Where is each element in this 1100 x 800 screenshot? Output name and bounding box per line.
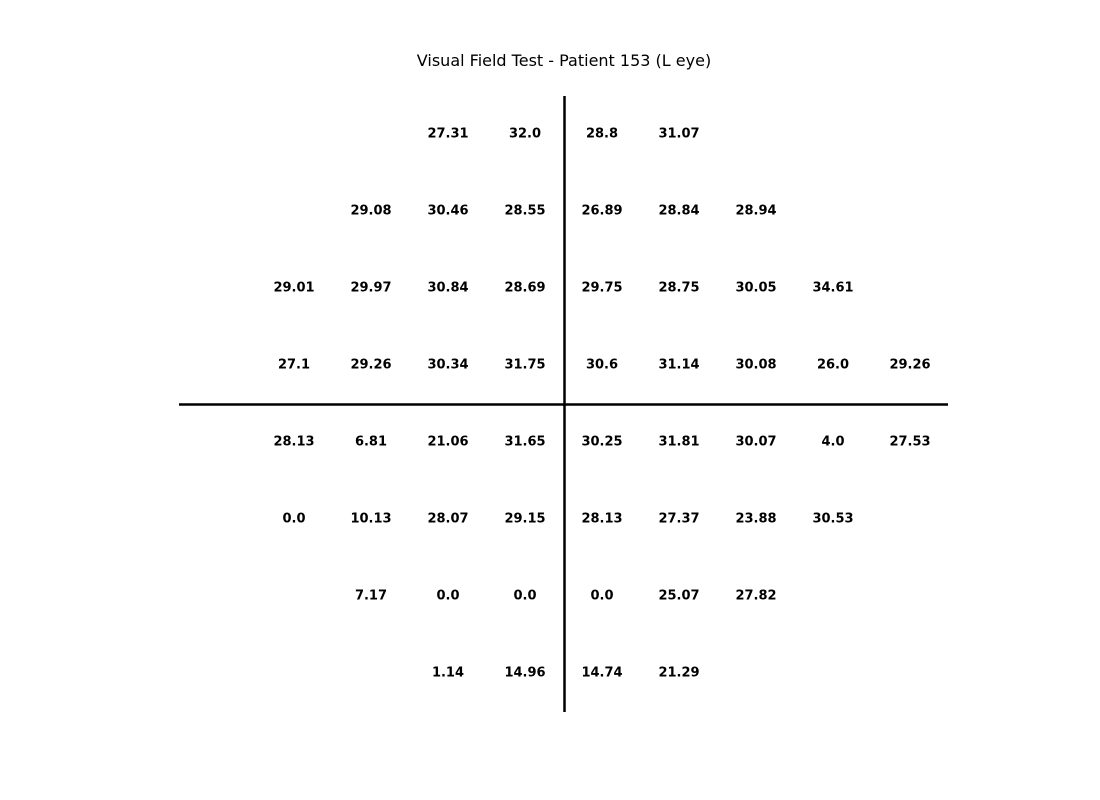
cell-value-r4-c0: 28.13: [273, 435, 314, 450]
cell-value-r4-c1: 6.81: [355, 435, 387, 450]
cell-value-r3-c5: 31.14: [658, 358, 699, 373]
cell-value-r4-c3: 31.65: [504, 435, 545, 450]
cell-value-r6-c6: 27.82: [735, 589, 776, 604]
cell-value-r3-c3: 31.75: [504, 358, 545, 373]
cell-value-r4-c8: 27.53: [889, 435, 930, 450]
cell-value-r1-c6: 28.94: [735, 204, 776, 219]
cell-value-r1-c1: 29.08: [350, 204, 391, 219]
cell-value-r5-c2: 28.07: [427, 512, 468, 527]
cell-value-r1-c4: 26.89: [581, 204, 622, 219]
cell-value-r3-c2: 30.34: [427, 358, 468, 373]
cell-value-r5-c5: 27.37: [658, 512, 699, 527]
cell-value-r7-c5: 21.29: [658, 666, 699, 681]
cell-value-r3-c0: 27.1: [278, 358, 310, 373]
cell-value-r4-c7: 4.0: [821, 435, 844, 450]
cell-value-r6-c4: 0.0: [590, 589, 613, 604]
cell-value-r7-c3: 14.96: [504, 666, 545, 681]
cell-value-r4-c5: 31.81: [658, 435, 699, 450]
cell-value-r0-c2: 27.31: [427, 127, 468, 142]
cell-value-r4-c4: 30.25: [581, 435, 622, 450]
cell-value-r4-c6: 30.07: [735, 435, 776, 450]
cell-value-r2-c4: 29.75: [581, 281, 622, 296]
cell-value-r3-c7: 26.0: [817, 358, 849, 373]
cell-value-r3-c1: 29.26: [350, 358, 391, 373]
cell-value-r3-c4: 30.6: [586, 358, 618, 373]
cell-value-r3-c8: 29.26: [889, 358, 930, 373]
cell-values-group: 27.31 32.0 28.8 31.07 29.08 30.46 28.55 26.89 28…: [273, 127, 930, 681]
cell-value-r6-c1: 7.17: [355, 589, 387, 604]
cell-value-r7-c2: 1.14: [432, 666, 464, 681]
cell-value-r2-c7: 34.61: [812, 281, 853, 296]
cell-value-r4-c2: 21.06: [427, 435, 468, 450]
cell-value-r5-c7: 30.53: [812, 512, 853, 527]
cell-value-r0-c3: 32.0: [509, 127, 541, 142]
cell-value-r2-c3: 28.69: [504, 281, 545, 296]
cell-value-r1-c5: 28.84: [658, 204, 699, 219]
cell-value-r5-c3: 29.15: [504, 512, 545, 527]
cell-value-r5-c0: 0.0: [282, 512, 305, 527]
cell-value-r5-c1: 10.13: [350, 512, 391, 527]
cell-value-r1-c2: 30.46: [427, 204, 468, 219]
cell-value-r0-c4: 28.8: [586, 127, 618, 142]
cell-value-r2-c0: 29.01: [273, 281, 314, 296]
cell-value-r2-c6: 30.05: [735, 281, 776, 296]
cell-value-r1-c3: 28.55: [504, 204, 545, 219]
cell-value-r7-c4: 14.74: [581, 666, 622, 681]
cell-value-r6-c5: 25.07: [658, 589, 699, 604]
cell-value-r5-c4: 28.13: [581, 512, 622, 527]
cell-value-r5-c6: 23.88: [735, 512, 776, 527]
cell-value-r0-c5: 31.07: [658, 127, 699, 142]
cell-value-r2-c1: 29.97: [350, 281, 391, 296]
cell-value-r2-c5: 28.75: [658, 281, 699, 296]
cell-value-r6-c2: 0.0: [436, 589, 459, 604]
cell-value-r6-c3: 0.0: [513, 589, 536, 604]
chart-title: Visual Field Test - Patient 153 (L eye): [416, 51, 712, 70]
cell-value-r2-c2: 30.84: [427, 281, 468, 296]
cell-value-r3-c6: 30.08: [735, 358, 776, 373]
